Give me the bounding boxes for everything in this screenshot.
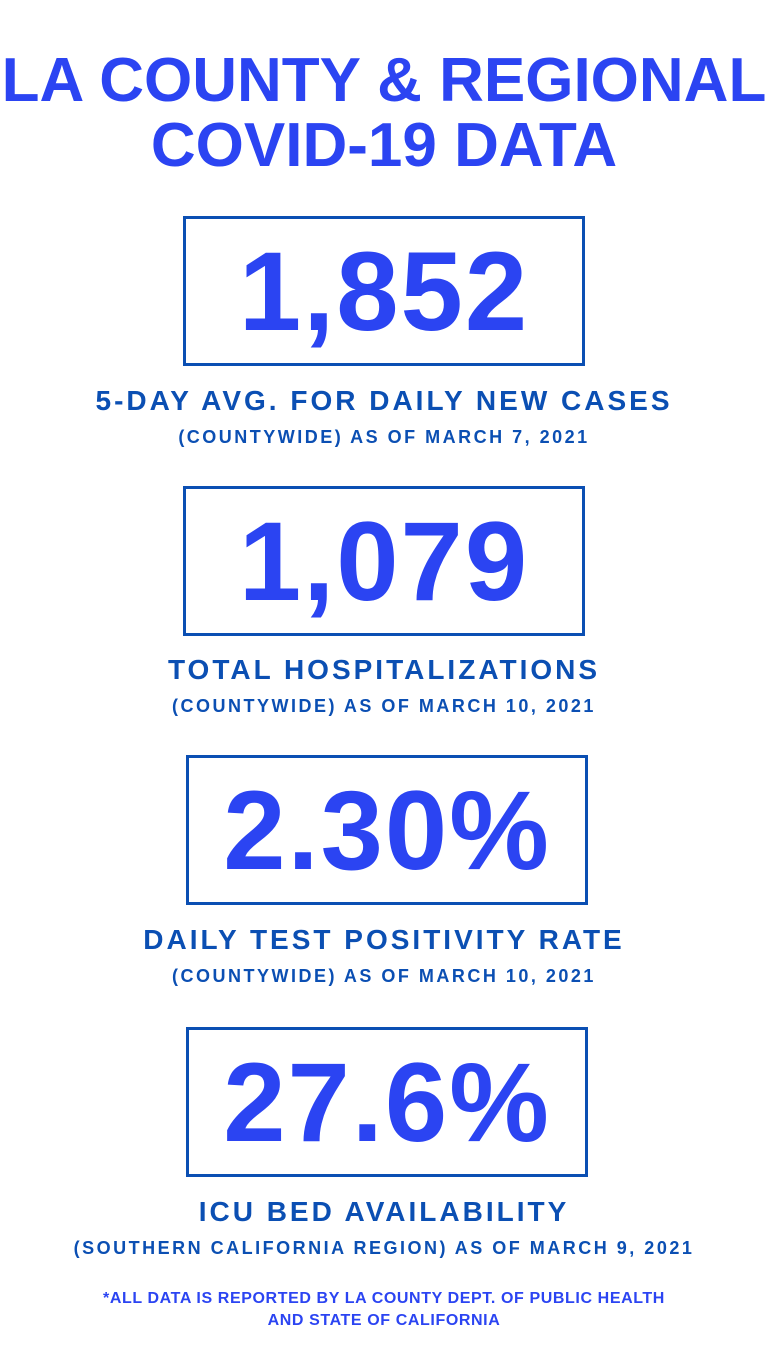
page-title-line1: LA COUNTY & REGIONAL xyxy=(1,46,767,115)
footnote-line2: AND STATE OF CALIFORNIA xyxy=(267,1312,501,1329)
stat-sub-positivity: (COUNTYWIDE) AS OF MARCH 10, 2021 xyxy=(172,966,596,986)
stat-label-new-cases: 5-DAY AVG. FOR DAILY NEW CASES xyxy=(95,385,673,416)
stat-value-positivity: 2.30% xyxy=(186,755,588,905)
stat-label-positivity: DAILY TEST POSITIVITY RATE xyxy=(143,924,625,955)
stat-sub-icu: (SOUTHERN CALIFORNIA REGION) AS OF MARCH… xyxy=(73,1238,695,1258)
stat-value-icu: 27.6% xyxy=(186,1027,588,1177)
stat-label-hospitalizations: TOTAL HOSPITALIZATIONS xyxy=(167,654,601,685)
stat-value-hospitalizations: 1,079 xyxy=(183,486,585,636)
stat-sub-hospitalizations: (COUNTYWIDE) AS OF MARCH 10, 2021 xyxy=(172,696,596,716)
stat-sub-new-cases: (COUNTYWIDE) AS OF MARCH 7, 2021 xyxy=(178,427,590,447)
stat-value-new-cases: 1,852 xyxy=(183,216,585,366)
footnote-line1: *ALL DATA IS REPORTED BY LA COUNTY DEPT.… xyxy=(103,1290,665,1307)
page-title-line2: COVID-19 DATA xyxy=(150,111,618,180)
stat-label-icu: ICU BED AVAILABILITY xyxy=(198,1196,570,1227)
